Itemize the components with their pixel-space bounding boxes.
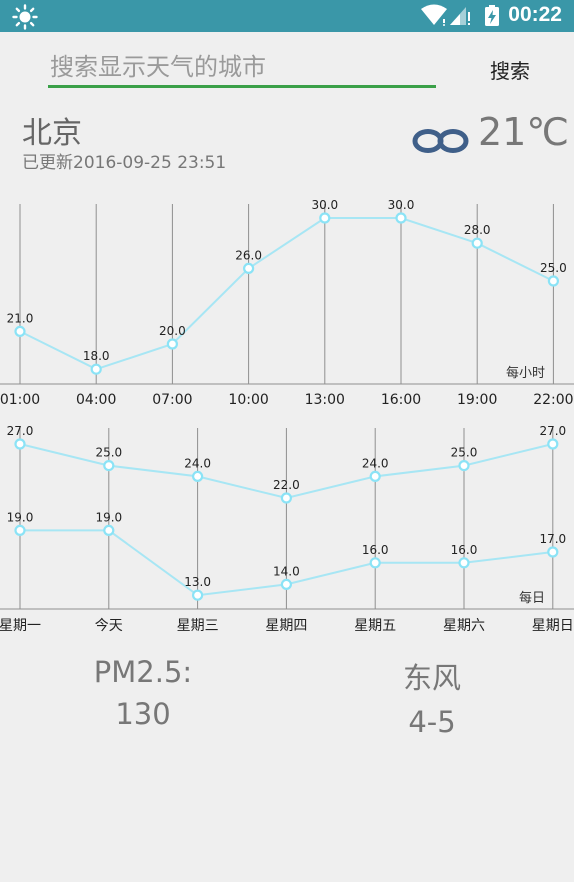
daily-low-point [458, 557, 470, 569]
city-search-input[interactable] [48, 48, 436, 88]
hourly-point [90, 363, 102, 375]
daily-x-tick-label: 星期四 [265, 618, 307, 634]
daily-low-point [103, 524, 115, 537]
search-button[interactable]: 搜索 [480, 52, 540, 86]
hourly-x-tick-label: 10:00 [228, 392, 268, 408]
daily-x-tick-label: 星期日 [532, 618, 574, 634]
daily-low-data-label: 19.0 [7, 510, 34, 524]
daily-high-data-label: 27.0 [7, 424, 34, 438]
update-time: 已更新2016-09-25 23:51 [22, 153, 227, 173]
hourly-x-tick-label: 01:00 [0, 392, 40, 408]
air-quality-panel: PM2.5: 130 [73, 655, 213, 731]
daily-high-point [192, 470, 204, 483]
daily-temperature-chart: 星期一 今天 星期三 星期四 星期五 星期六 星期日 27.0 25.0 24.0 22.0 24.… [0, 424, 574, 634]
daily-low-data-label: 16.0 [451, 543, 478, 557]
hourly-point [243, 262, 255, 275]
hourly-data-label: 30.0 [388, 198, 415, 212]
hourly-temperature-chart: 01:00 04:00 07:00 10:00 13:00 16:00 19:00 22:00… [0, 198, 574, 408]
hourly-data-label: 28.0 [464, 223, 491, 237]
current-temperature: 21℃ [478, 110, 570, 154]
daily-high-point [369, 470, 381, 483]
hourly-data-label: 18.0 [83, 349, 110, 363]
daily-high-point [103, 459, 115, 472]
daily-x-tick-label: 星期六 [443, 618, 485, 634]
daily-chart-grid: 星期一 今天 星期三 星期四 星期五 星期六 星期日 [0, 428, 574, 634]
daily-high-point [280, 492, 292, 504]
cell-signal-icon [450, 7, 470, 25]
daily-x-tick-label: 星期一 [0, 618, 41, 634]
hourly-data-label: 26.0 [235, 248, 262, 262]
hourly-x-tick-label: 13:00 [305, 392, 345, 408]
hourly-point [14, 325, 26, 337]
daily-low-point [192, 589, 204, 601]
daily-chart-points: 27.0 25.0 24.0 22.0 24.0 25.0 27.0 19.0 19.0 13.0… [7, 424, 566, 601]
daily-x-tick-label: 星期五 [354, 618, 396, 634]
daily-high-data-label: 24.0 [184, 456, 211, 470]
hourly-chart-grid: 01:00 04:00 07:00 10:00 13:00 16:00 19:00 22:00 [0, 204, 574, 408]
city-name: 北京 [22, 116, 82, 151]
hourly-x-tick-label: 22:00 [533, 392, 573, 408]
hourly-data-label: 21.0 [7, 311, 34, 325]
daily-x-tick-label: 今天 [95, 618, 123, 634]
daily-high-data-label: 22.0 [273, 478, 300, 492]
hourly-point [471, 237, 483, 249]
hourly-chart-caption: 每小时 [506, 365, 545, 381]
hourly-x-tick-label: 07:00 [152, 392, 192, 408]
daily-low-point [547, 546, 559, 558]
pm25-value: 130 [115, 697, 171, 731]
status-bar: 00:22 [0, 0, 574, 32]
status-icons [420, 4, 502, 32]
daily-low-point [369, 557, 381, 569]
wind-panel: 东风 4-5 [362, 655, 502, 739]
hourly-x-tick-label: 04:00 [76, 392, 116, 408]
daily-low-point [14, 524, 26, 537]
hourly-data-label: 20.0 [159, 324, 186, 338]
hourly-chart-points: 21.0 18.0 20.0 26.0 30.0 30.0 28.0 25.0 [7, 198, 567, 375]
daily-high-point [547, 438, 559, 450]
hourly-point [319, 212, 331, 224]
daily-high-data-label: 27.0 [539, 424, 566, 438]
status-time: 00:22 [508, 3, 562, 26]
daily-low-data-label: 14.0 [273, 564, 300, 578]
battery-charging-icon [485, 5, 499, 26]
wifi-icon [421, 4, 447, 26]
brightness-icon [12, 4, 38, 34]
daily-chart-caption: 每日 [519, 590, 545, 606]
hourly-point [547, 275, 560, 287]
daily-low-data-label: 16.0 [362, 543, 389, 557]
wind-level: 4-5 [408, 705, 456, 739]
daily-high-data-label: 25.0 [95, 446, 122, 460]
wind-direction: 东风 [402, 661, 461, 695]
hourly-x-tick-label: 19:00 [457, 392, 497, 408]
daily-low-data-label: 19.0 [95, 510, 122, 524]
hourly-x-tick-label: 16:00 [381, 392, 421, 408]
hourly-series-line [19, 217, 554, 371]
daily-low-point [280, 578, 292, 590]
daily-high-point [458, 459, 470, 472]
hourly-data-label: 30.0 [311, 198, 338, 212]
daily-low-data-label: 17.0 [539, 532, 566, 546]
daily-low-data-label: 13.0 [184, 575, 211, 589]
pm25-label: PM2.5: [93, 655, 193, 689]
daily-high-data-label: 24.0 [362, 456, 389, 470]
cloudy-icon [412, 126, 470, 160]
daily-x-tick-label: 星期三 [177, 618, 219, 634]
hourly-point [166, 338, 178, 350]
hourly-data-label: 25.0 [540, 261, 567, 275]
hourly-point [395, 212, 407, 224]
daily-high-point [14, 438, 26, 450]
daily-high-data-label: 25.0 [451, 446, 478, 460]
